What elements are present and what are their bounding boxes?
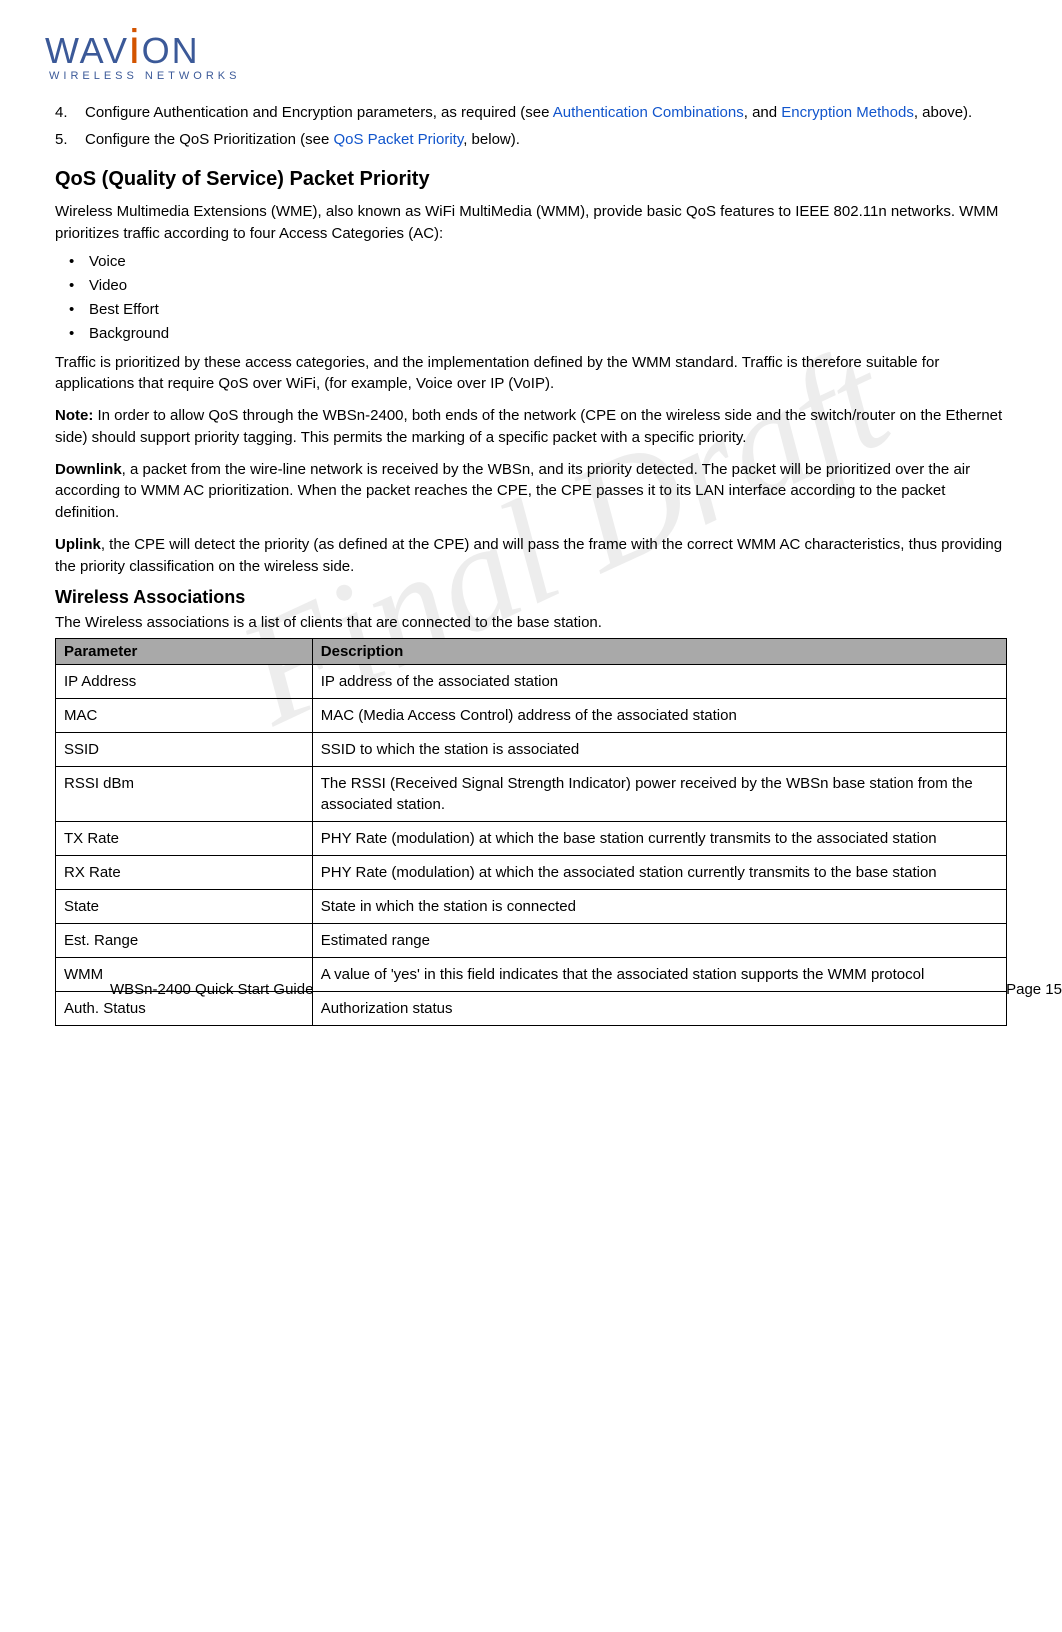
list-item: •Video [55,277,1007,294]
page-content: 4. Configure Authentication and Encrypti… [55,102,1007,1026]
bullet-icon: • [69,253,89,270]
desc-cell: SSID to which the station is associated [312,733,1006,767]
list-item: 4. Configure Authentication and Encrypti… [55,102,1007,123]
list-item: 5. Configure the QoS Prioritization (see… [55,129,1007,150]
logo-suffix: ON [142,30,200,71]
table-header-row: Parameter Description [56,639,1007,665]
list-item: •Voice [55,253,1007,270]
table-row: IP AddressIP address of the associated s… [56,665,1007,699]
list-number: 4. [55,102,85,123]
param-cell: TX Rate [56,822,313,856]
logo-brand: WAViON [45,20,1007,75]
numbered-list: 4. Configure Authentication and Encrypti… [55,102,1007,150]
table-row: SSIDSSID to which the station is associa… [56,733,1007,767]
desc-cell: MAC (Media Access Control) address of th… [312,699,1006,733]
qos-intro: Wireless Multimedia Extensions (WME), al… [55,201,1007,245]
param-cell: SSID [56,733,313,767]
assoc-intro: The Wireless associations is a list of c… [55,612,1007,634]
logo: WAViON WIRELESS NETWORKS [45,20,1007,82]
table-row: Est. RangeEstimated range [56,924,1007,958]
qos-bullet-list: •Voice •Video •Best Effort •Background [55,253,1007,342]
auth-combinations-link[interactable]: Authentication Combinations [553,104,744,121]
param-cell: State [56,890,313,924]
qos-downlink: Downlink, a packet from the wire-line ne… [55,459,1007,524]
list-item: •Best Effort [55,301,1007,318]
param-cell: Est. Range [56,924,313,958]
logo-dot-icon: i [129,21,142,74]
desc-cell: PHY Rate (modulation) at which the assoc… [312,856,1006,890]
logo-subtitle: WIRELESS NETWORKS [49,70,1007,82]
page-footer: WBSn-2400 Quick Start Guide Page 15 [110,981,1062,998]
table-row: TX RatePHY Rate (modulation) at which th… [56,822,1007,856]
qos-note: Note: In order to allow QoS through the … [55,405,1007,449]
list-number: 5. [55,129,85,150]
param-cell: RX Rate [56,856,313,890]
list-text: Configure the QoS Prioritization (see Qo… [85,129,1007,150]
param-cell: RSSI dBm [56,767,313,822]
desc-cell: IP address of the associated station [312,665,1006,699]
footer-right: Page 15 [1006,981,1062,998]
qos-para2: Traffic is prioritized by these access c… [55,352,1007,396]
list-item: •Background [55,325,1007,342]
qos-heading: QoS (Quality of Service) Packet Priority [55,168,1007,191]
desc-cell: Estimated range [312,924,1006,958]
list-text: Configure Authentication and Encryption … [85,102,1007,123]
header-description: Description [312,639,1006,665]
param-cell: IP Address [56,665,313,699]
qos-priority-link[interactable]: QoS Packet Priority [333,131,463,148]
bullet-icon: • [69,325,89,342]
logo-prefix: WAV [45,30,129,71]
assoc-heading: Wireless Associations [55,587,1007,608]
bullet-icon: • [69,301,89,318]
encryption-methods-link[interactable]: Encryption Methods [781,104,914,121]
header-parameter: Parameter [56,639,313,665]
bullet-icon: • [69,277,89,294]
params-table: Parameter Description IP AddressIP addre… [55,638,1007,1026]
footer-left: WBSn-2400 Quick Start Guide [110,981,313,998]
table-row: StateState in which the station is conne… [56,890,1007,924]
table-row: RX RatePHY Rate (modulation) at which th… [56,856,1007,890]
qos-uplink: Uplink, the CPE will detect the priority… [55,534,1007,578]
table-row: RSSI dBmThe RSSI (Received Signal Streng… [56,767,1007,822]
desc-cell: The RSSI (Received Signal Strength Indic… [312,767,1006,822]
desc-cell: PHY Rate (modulation) at which the base … [312,822,1006,856]
desc-cell: State in which the station is connected [312,890,1006,924]
param-cell: MAC [56,699,313,733]
table-row: MACMAC (Media Access Control) address of… [56,699,1007,733]
